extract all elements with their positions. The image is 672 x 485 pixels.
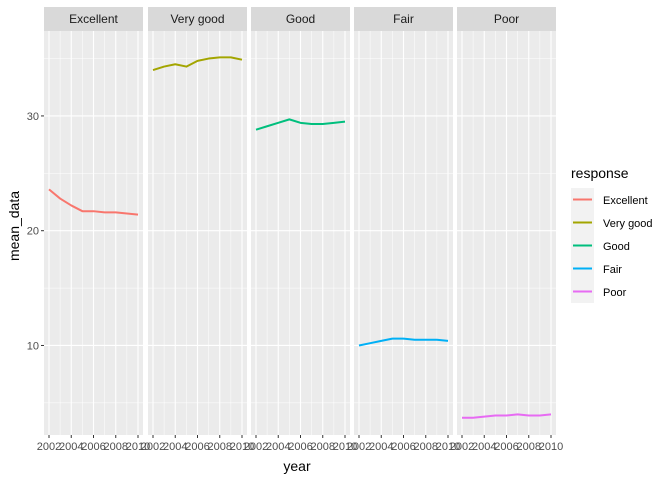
x-tick-label: 2002 [244,441,268,453]
x-tick-label: 2004 [369,441,393,453]
facet-strip-label: Fair [393,12,414,26]
legend-item-good: Good [571,234,630,257]
legend-label: Fair [603,264,622,276]
x-tick-label: 2004 [472,441,496,453]
x-tick-label: 2010 [436,441,460,453]
x-tick-label: 2010 [230,441,254,453]
series-line-good [255,118,346,131]
y-axis: 10 20 30 [27,111,44,352]
legend-label: Good [603,241,630,253]
legend-label: Very good [603,218,653,230]
x-tick-label: 2002 [450,441,474,453]
legend-item-poor: Poor [571,280,627,303]
series-line-fair [358,337,449,347]
x-tick-label: 2008 [414,441,438,453]
facet-strip-label: Good [286,12,315,26]
facet-strip-label: Poor [494,12,519,26]
y-tick-label: 30 [27,111,39,123]
y-axis-label: mean_data [6,191,22,261]
legend-items: Excellent Very good Good Fair Poor [571,188,653,303]
x-tick-label: 2002 [37,441,61,453]
x-tick-label: 2008 [208,441,232,453]
x-tick-label: 2006 [185,441,209,453]
x-tick-label: 2008 [104,441,128,453]
x-tick-label: 2006 [81,441,105,453]
facet-strip-label: Very good [170,12,224,26]
x-tick-label: 2006 [494,441,518,453]
series-line-very-good [152,56,243,71]
legend-title: response [571,165,629,181]
x-tick-label: 2010 [333,441,357,453]
x-axis-label: year [283,458,311,474]
facet-strip [354,7,453,31]
legend-item-excellent: Excellent [571,188,648,211]
x-tick-label: 2006 [288,441,312,453]
x-tick-label: 2002 [141,441,165,453]
legend-label: Excellent [603,195,648,207]
x-tick-label: 2008 [311,441,335,453]
legend-label: Poor [603,287,627,299]
facet-strip [148,7,247,31]
facet-strip [457,7,556,31]
x-tick-label: 2006 [391,441,415,453]
x-tick-label: 2008 [517,441,541,453]
series-line-excellent [48,188,139,216]
y-tick-label: 20 [27,226,39,238]
x-tick-label: 2004 [163,441,187,453]
legend-item-fair: Fair [571,257,622,280]
series-line-poor [462,413,552,419]
facet-strip [251,7,350,31]
x-tick-label: 2010 [126,441,150,453]
legend: response Excellent Very good Good Fair Poor [571,165,653,303]
x-tick-label: 2002 [347,441,371,453]
y-tick-label: 10 [27,340,39,352]
facet-strip-label: Excellent [69,12,118,26]
x-tick-label: 2010 [539,441,563,453]
x-tick-label: 2004 [59,441,83,453]
legend-item-very-good: Very good [571,211,653,234]
facet-strip [44,7,143,31]
x-tick-label: 2004 [266,441,290,453]
